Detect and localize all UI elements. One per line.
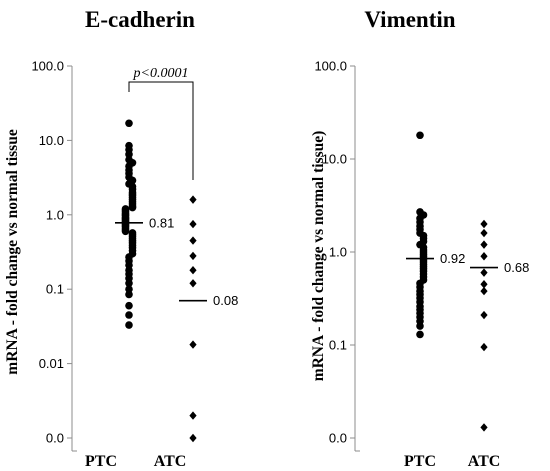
data-point-circle xyxy=(121,227,130,236)
y-tick-label: 10.0 xyxy=(39,133,64,148)
significance-bracket xyxy=(128,81,194,180)
data-point-diamond xyxy=(189,219,197,229)
y-tick-label: 100.0 xyxy=(314,59,347,74)
data-point-diamond xyxy=(189,411,197,420)
y-tick-label: 0.1 xyxy=(46,282,64,297)
y-tick-label: 0.1 xyxy=(329,338,347,353)
data-point-circle xyxy=(416,322,424,330)
y-axis-label: mRNA - fold change vs normal tissue) xyxy=(310,131,327,382)
data-point-circle xyxy=(125,301,133,310)
data-point-diamond xyxy=(189,266,197,275)
median-label: 0.81 xyxy=(149,215,174,230)
chart-title: E-cadherin xyxy=(85,7,195,32)
y-tick-label: 0.0 xyxy=(46,431,64,446)
data-point-diamond xyxy=(189,433,197,443)
data-point-circle xyxy=(125,311,133,319)
y-tick-label: 0.0 xyxy=(329,431,347,446)
data-point-circle xyxy=(125,321,133,329)
y-tick-label: 1.0 xyxy=(329,245,347,260)
y-axis-label: mRNA - fold change vs normal tissue xyxy=(4,129,21,375)
data-point-diamond xyxy=(189,340,197,349)
data-point-diamond xyxy=(480,280,488,289)
x-category-label: ATC xyxy=(468,453,501,470)
data-point-diamond xyxy=(480,423,488,432)
data-point-diamond xyxy=(480,286,488,296)
x-category-label: PTC xyxy=(85,453,117,470)
data-point-diamond xyxy=(480,252,488,261)
chart-panel-vimentin: Vimentin mRNA - fold change vs normal tis… xyxy=(310,7,529,470)
chart-title: Vimentin xyxy=(364,7,455,32)
data-point-circle xyxy=(125,150,133,159)
median-label: 0.08 xyxy=(213,293,238,308)
data-point-diamond xyxy=(189,251,197,261)
data-point-diamond xyxy=(480,228,488,238)
data-point-circle xyxy=(125,119,133,128)
data-point-diamond xyxy=(480,268,488,277)
data-point-circle xyxy=(125,285,133,294)
y-tick-label: 100.0 xyxy=(31,59,64,74)
chart-panel-e-cadherin: E-cadherin mRNA - fold change vs normal t… xyxy=(4,7,238,470)
y-tick-label: 0.01 xyxy=(39,356,64,371)
x-category-label: PTC xyxy=(404,453,436,470)
data-point-diamond xyxy=(480,310,488,320)
data-point-diamond xyxy=(480,219,488,229)
y-tick-label: 10.0 xyxy=(322,152,347,167)
data-point-diamond xyxy=(189,279,197,288)
data-point-diamond xyxy=(189,236,197,245)
y-tick-label: 1.0 xyxy=(46,207,64,222)
median-label: 0.68 xyxy=(504,260,529,275)
data-point-circle xyxy=(416,330,424,339)
data-point-circle xyxy=(125,290,133,299)
data-point-circle xyxy=(128,203,137,212)
data-point-diamond xyxy=(480,240,488,249)
data-point-diamond xyxy=(480,342,488,352)
p-value-annotation: p<0.0001 xyxy=(133,66,189,81)
data-point-diamond xyxy=(189,195,197,204)
data-point-circle xyxy=(125,279,133,288)
x-category-label: ATC xyxy=(154,453,187,470)
median-label: 0.92 xyxy=(440,251,465,266)
data-point-circle xyxy=(416,131,424,140)
